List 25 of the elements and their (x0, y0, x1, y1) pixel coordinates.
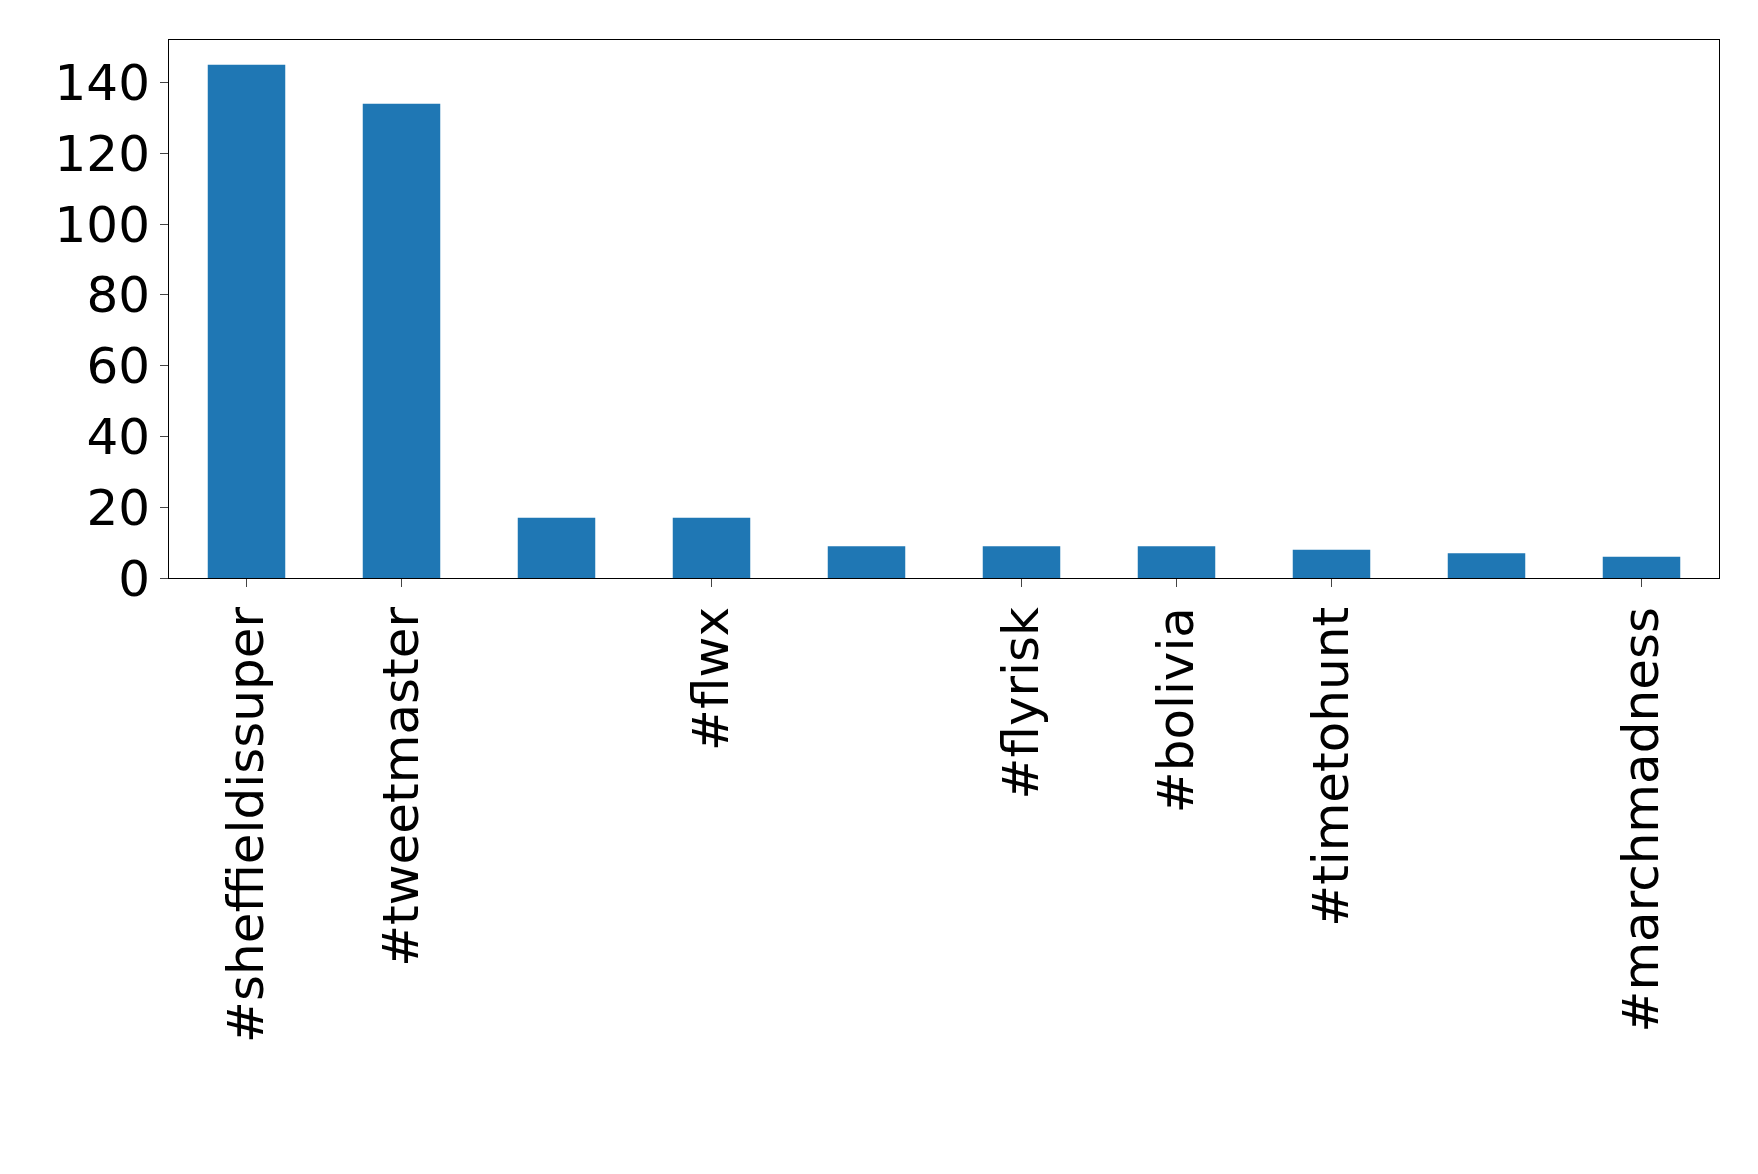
y-tick-label: 60 (86, 337, 150, 396)
bar (1137, 546, 1216, 578)
x-tick-label: #marchmadness (1611, 607, 1670, 1033)
bar (982, 546, 1061, 578)
bar (362, 103, 441, 578)
y-tick-label: 140 (54, 53, 150, 112)
bar (1292, 549, 1371, 578)
y-tick-label: 80 (86, 266, 150, 325)
bar (672, 517, 751, 578)
x-tick-label: #tweetmaster (371, 606, 430, 967)
x-tick-label: #flyrisk (991, 606, 1050, 800)
y-tick-label: 20 (86, 478, 150, 537)
y-tick-label: 100 (54, 195, 150, 254)
bar (207, 64, 286, 578)
bar (1602, 556, 1681, 578)
x-tick-label: #timetohunt (1301, 607, 1360, 927)
bar (1447, 553, 1526, 578)
y-tick-label: 120 (54, 124, 150, 183)
y-tick-label: 40 (86, 407, 150, 466)
x-tick-label: #sheffieldissuper (216, 606, 275, 1043)
bar (517, 517, 596, 578)
x-tick-label: #bolivia (1146, 607, 1205, 814)
x-tick-label: #flwx (681, 607, 740, 751)
y-tick-label: 0 (118, 549, 150, 608)
bar (827, 546, 906, 578)
